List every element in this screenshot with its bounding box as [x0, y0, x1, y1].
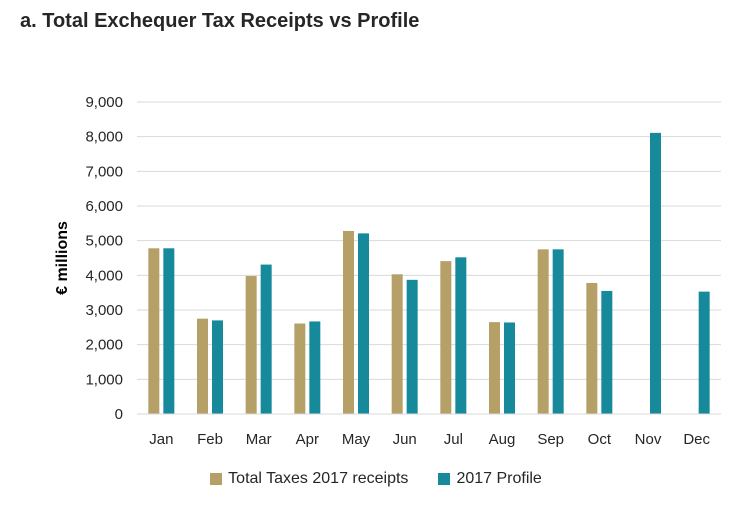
- bar-profile-mar: [260, 264, 272, 414]
- bar-profile-aug: [504, 322, 515, 414]
- bar-receipts-jan: [148, 248, 160, 414]
- y-tick-label: 3,000: [85, 302, 123, 319]
- y-tick-label: 9,000: [85, 94, 123, 111]
- y-tick-label: 0: [115, 406, 123, 423]
- legend-label-receipts: Total Taxes 2017 receipts: [228, 470, 409, 487]
- x-tick-label: Jun: [393, 431, 417, 448]
- legend-item-receipts: Total Taxes 2017 receipts: [210, 470, 408, 488]
- x-tick-label: Feb: [197, 431, 223, 448]
- y-axis-ticks: 0 1,000 2,000 3,000 4,000 5,000 6,000 7,000 8,00…: [85, 94, 123, 423]
- x-tick-label: Jan: [149, 431, 173, 448]
- chart-title: a. Total Exchequer Tax Receipts vs Profi…: [20, 10, 420, 32]
- bar-profile-jul: [455, 257, 467, 414]
- y-tick-label: 6,000: [85, 198, 123, 215]
- x-tick-label: Sep: [537, 431, 564, 448]
- bars: [148, 132, 710, 414]
- x-tick-label: Aug: [489, 431, 516, 448]
- y-axis-label: € millions: [54, 221, 71, 295]
- x-tick-label: Oct: [588, 431, 612, 448]
- bar-profile-nov: [650, 132, 661, 414]
- bar-receipts-oct: [586, 282, 598, 414]
- y-tick-label: 1,000: [85, 371, 123, 388]
- bar-profile-jun: [406, 279, 418, 414]
- x-tick-label: Nov: [635, 431, 662, 448]
- bar-profile-oct: [601, 290, 613, 414]
- x-tick-label: May: [342, 431, 371, 448]
- bar-receipts-aug: [489, 322, 500, 414]
- x-tick-label: Mar: [246, 431, 272, 448]
- bar-profile-sep: [552, 249, 564, 414]
- x-tick-label: Jul: [444, 431, 463, 448]
- y-tick-label: 5,000: [85, 233, 123, 250]
- bar-receipts-feb: [197, 318, 208, 414]
- legend-label-profile: 2017 Profile: [456, 470, 542, 487]
- y-tick-label: 2,000: [85, 337, 123, 354]
- y-tick-label: 4,000: [85, 267, 123, 284]
- bar-profile-dec: [698, 291, 710, 414]
- bar-receipts-mar: [245, 276, 257, 414]
- grid-lines: [137, 101, 721, 380]
- legend-item-profile: 2017 Profile: [438, 470, 542, 488]
- y-tick-label: 8,000: [85, 129, 123, 146]
- bar-receipts-sep: [537, 249, 549, 414]
- bar-profile-apr: [309, 321, 321, 414]
- bar-profile-jan: [163, 248, 175, 414]
- x-axis-ticks: Jan Feb Mar Apr May Jun Jul Aug Sep Oct Nov Dec: [149, 431, 710, 448]
- bar-receipts-jun: [391, 274, 403, 414]
- bar-receipts-may: [343, 230, 354, 414]
- legend-swatch-profile: [438, 473, 451, 485]
- bar-receipts-apr: [294, 323, 306, 414]
- x-tick-label: Dec: [683, 431, 710, 448]
- legend: Total Taxes 2017 receipts 2017 Profile: [0, 470, 752, 488]
- bar-receipts-jul: [440, 261, 452, 414]
- x-tick-label: Apr: [296, 431, 319, 448]
- bar-profile-feb: [212, 320, 223, 414]
- bar-profile-may: [358, 233, 369, 414]
- y-tick-label: 7,000: [85, 163, 123, 180]
- legend-swatch-receipts: [210, 473, 223, 485]
